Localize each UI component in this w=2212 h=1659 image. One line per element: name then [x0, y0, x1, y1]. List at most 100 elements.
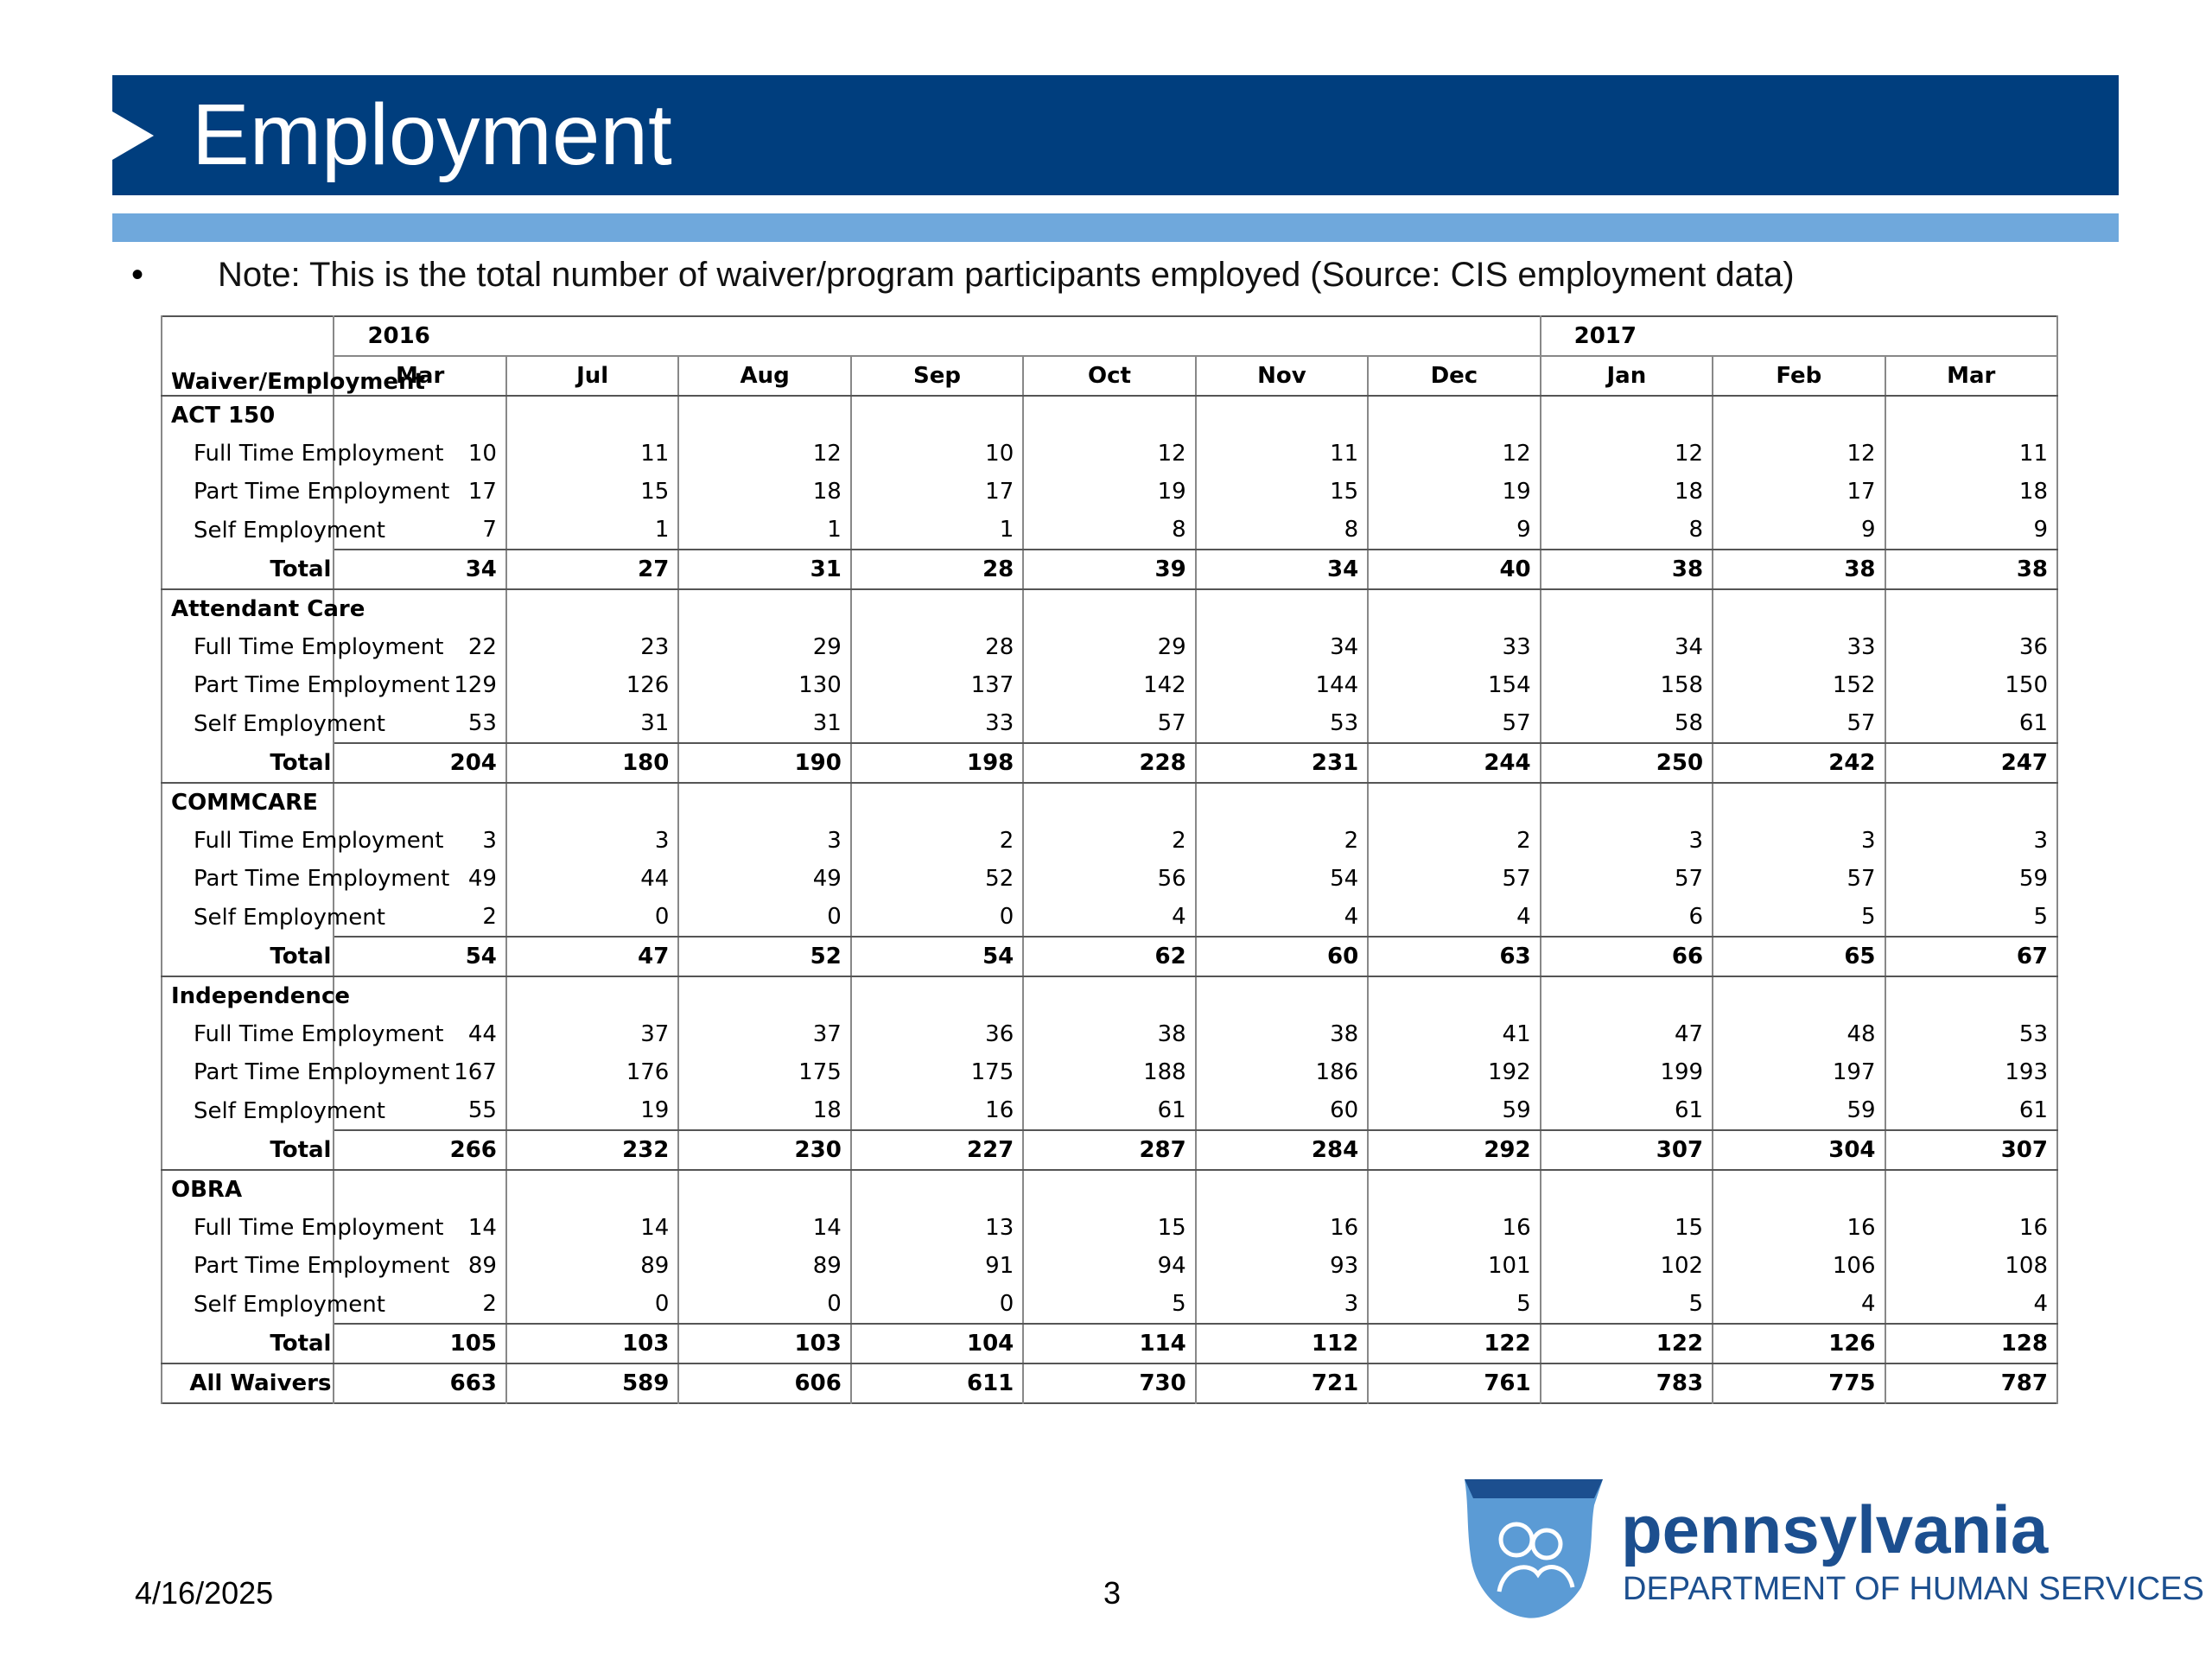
total-cell: 54 [849, 937, 1025, 977]
value-cell: 16 [1367, 1209, 1541, 1247]
total-cell: 54 [333, 937, 507, 977]
empty-cell [1539, 396, 1714, 435]
value-cell: 154 [1367, 666, 1541, 704]
value-cell: 34 [1194, 628, 1370, 666]
row-label: Part Time Employment [160, 473, 449, 511]
employment-table: Waiver/Employment 2016 2017 Mar Jul Aug Sep Oct… [160, 315, 2059, 1404]
value-cell: 152 [1712, 666, 1886, 704]
total-cell: 114 [1022, 1324, 1197, 1364]
value-cell: 108 [1884, 1247, 2059, 1285]
total-cell: 28 [849, 550, 1025, 590]
total-cell: 247 [1884, 743, 2059, 784]
empty-cell [1884, 589, 2059, 628]
value-cell: 175 [677, 1053, 852, 1091]
value-cell: 158 [1539, 666, 1714, 704]
total-row: Total 54 47 52 54 62 60 63 66 65 67 [160, 937, 2059, 977]
value-cell: 5 [1022, 1285, 1197, 1325]
month-header: Sep [849, 356, 1025, 397]
value-cell: 188 [1022, 1053, 1197, 1091]
total-cell: 34 [1194, 550, 1370, 590]
grand-total-cell: 606 [677, 1363, 852, 1403]
grand-total-row: All Waivers 663 589 606 611 730 721 761 783 775 78… [160, 1363, 2059, 1403]
data-row: Part Time Employment 49 44 49 52 56 54 57 57 57 59 [160, 860, 2059, 898]
value-cell: 4 [1884, 1285, 2059, 1325]
total-row: Total 105 103 103 104 114 112 122 122 126 128 [160, 1324, 2059, 1364]
total-cell: 112 [1194, 1324, 1370, 1364]
group-row: COMMCARE [160, 783, 2059, 822]
value-cell: 38 [1194, 1015, 1370, 1053]
row-label: Self Employment [160, 1091, 385, 1130]
total-cell: 27 [505, 550, 680, 590]
empty-cell [1539, 783, 1714, 822]
total-cell: 31 [677, 550, 852, 590]
total-cell: 34 [333, 550, 507, 590]
value-cell: 144 [1194, 666, 1370, 704]
total-label: Total [160, 743, 335, 784]
total-cell: 62 [1022, 937, 1197, 977]
value-cell: 57 [1367, 860, 1541, 898]
month-header: Nov [1194, 356, 1370, 397]
total-cell: 307 [1539, 1130, 1714, 1171]
value-cell: 2 [1367, 822, 1541, 860]
value-cell: 91 [849, 1247, 1025, 1285]
total-cell: 180 [505, 743, 680, 784]
title: Employment [192, 86, 672, 183]
value-cell: 59 [1884, 860, 2059, 898]
empty-cell [1884, 976, 2059, 1015]
value-cell: 58 [1539, 704, 1714, 744]
grand-total-cell: 721 [1194, 1363, 1370, 1403]
value-cell: 19 [505, 1091, 680, 1131]
value-cell: 33 [849, 704, 1025, 744]
value-cell: 3 [505, 822, 680, 860]
value-cell: 36 [1884, 628, 2059, 666]
total-cell: 67 [1884, 937, 2059, 977]
group-name: OBRA [160, 1170, 335, 1209]
empty-cell [1367, 396, 1541, 435]
empty-cell [1022, 976, 1197, 1015]
data-row: Self Employment 2 0 0 0 5 3 5 5 4 4 [160, 1285, 2059, 1325]
year-header: 2017 [1539, 316, 2059, 357]
value-cell: 53 [333, 704, 507, 744]
value-cell: 56 [1022, 860, 1197, 898]
value-cell: 94 [1022, 1247, 1197, 1285]
value-cell: 176 [505, 1053, 680, 1091]
data-row: Self Employment 2 0 0 0 4 4 4 6 5 5 [160, 898, 2059, 938]
value-cell: 101 [1367, 1247, 1541, 1285]
value-cell: 193 [1884, 1053, 2059, 1091]
month-header: Oct [1022, 356, 1197, 397]
empty-cell [1712, 783, 1886, 822]
value-cell: 0 [849, 1285, 1025, 1325]
value-cell: 12 [677, 435, 852, 473]
value-cell: 18 [1884, 473, 2059, 511]
footer-date: 4/16/2025 [135, 1575, 274, 1611]
value-cell: 8 [1022, 511, 1197, 550]
grand-total-label: All Waivers [160, 1363, 335, 1403]
row-label: Full Time Employment [160, 1015, 443, 1053]
data-row: Part Time Employment 89 89 89 91 94 93 101 102 10… [160, 1247, 2059, 1285]
row-label: Full Time Employment [160, 435, 443, 473]
value-cell: 15 [1022, 1209, 1197, 1247]
value-cell: 29 [677, 628, 852, 666]
grand-total-cell: 611 [849, 1363, 1025, 1403]
value-cell: 60 [1194, 1091, 1370, 1131]
empty-cell [677, 783, 852, 822]
total-cell: 52 [677, 937, 852, 977]
value-cell: 29 [1022, 628, 1197, 666]
total-cell: 39 [1022, 550, 1197, 590]
value-cell: 2 [849, 822, 1025, 860]
value-cell: 57 [1712, 704, 1886, 744]
value-cell: 19 [1367, 473, 1541, 511]
value-cell: 15 [1539, 1209, 1714, 1247]
value-cell: 5 [1884, 898, 2059, 938]
empty-cell [1712, 976, 1886, 1015]
value-cell: 61 [1539, 1091, 1714, 1131]
value-cell: 41 [1367, 1015, 1541, 1053]
value-cell: 0 [849, 898, 1025, 938]
value-cell: 2 [1022, 822, 1197, 860]
value-cell: 9 [1367, 511, 1541, 550]
data-row: Part Time Employment 129 126 130 137 142 144 15… [160, 666, 2059, 704]
total-cell: 242 [1712, 743, 1886, 784]
data-row: Self Employment 55 19 18 16 61 60 59 61 59 61 [160, 1091, 2059, 1131]
empty-cell [1194, 783, 1370, 822]
group-name: Independence [160, 976, 350, 1015]
